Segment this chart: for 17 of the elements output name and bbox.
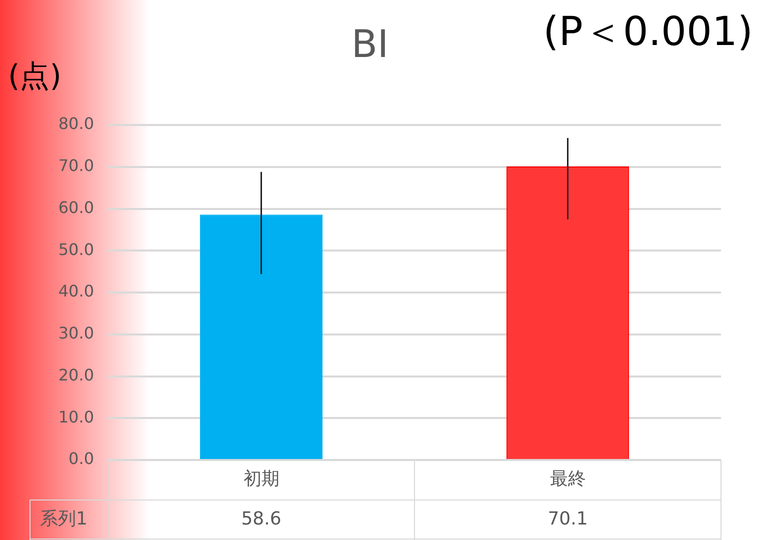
y-tick-label: 70.0 bbox=[58, 156, 94, 176]
data-label: 58.6 bbox=[241, 508, 282, 530]
x-tick-label: 最終 bbox=[550, 468, 586, 490]
y-tick-label: 20.0 bbox=[58, 365, 94, 384]
y-axis-title: (点) bbox=[8, 58, 62, 96]
y-tick-label: 30.0 bbox=[58, 324, 94, 343]
text: (P＜0.001) bbox=[543, 8, 753, 57]
y-tick-label: 80.0 bbox=[58, 114, 94, 134]
y-tick-label: 60.0 bbox=[58, 198, 94, 217]
y-tick-label: 10.0 bbox=[58, 407, 94, 426]
y-tick-label: 0.0 bbox=[68, 449, 94, 468]
data-label: 70.1 bbox=[548, 508, 588, 530]
chart-title: BI bbox=[351, 22, 389, 66]
y-tick-label: 50.0 bbox=[58, 240, 94, 259]
y-tick-label: 40.0 bbox=[58, 282, 94, 301]
x-tick-label: 初期 bbox=[243, 468, 280, 490]
text: 系列1 bbox=[40, 508, 88, 530]
